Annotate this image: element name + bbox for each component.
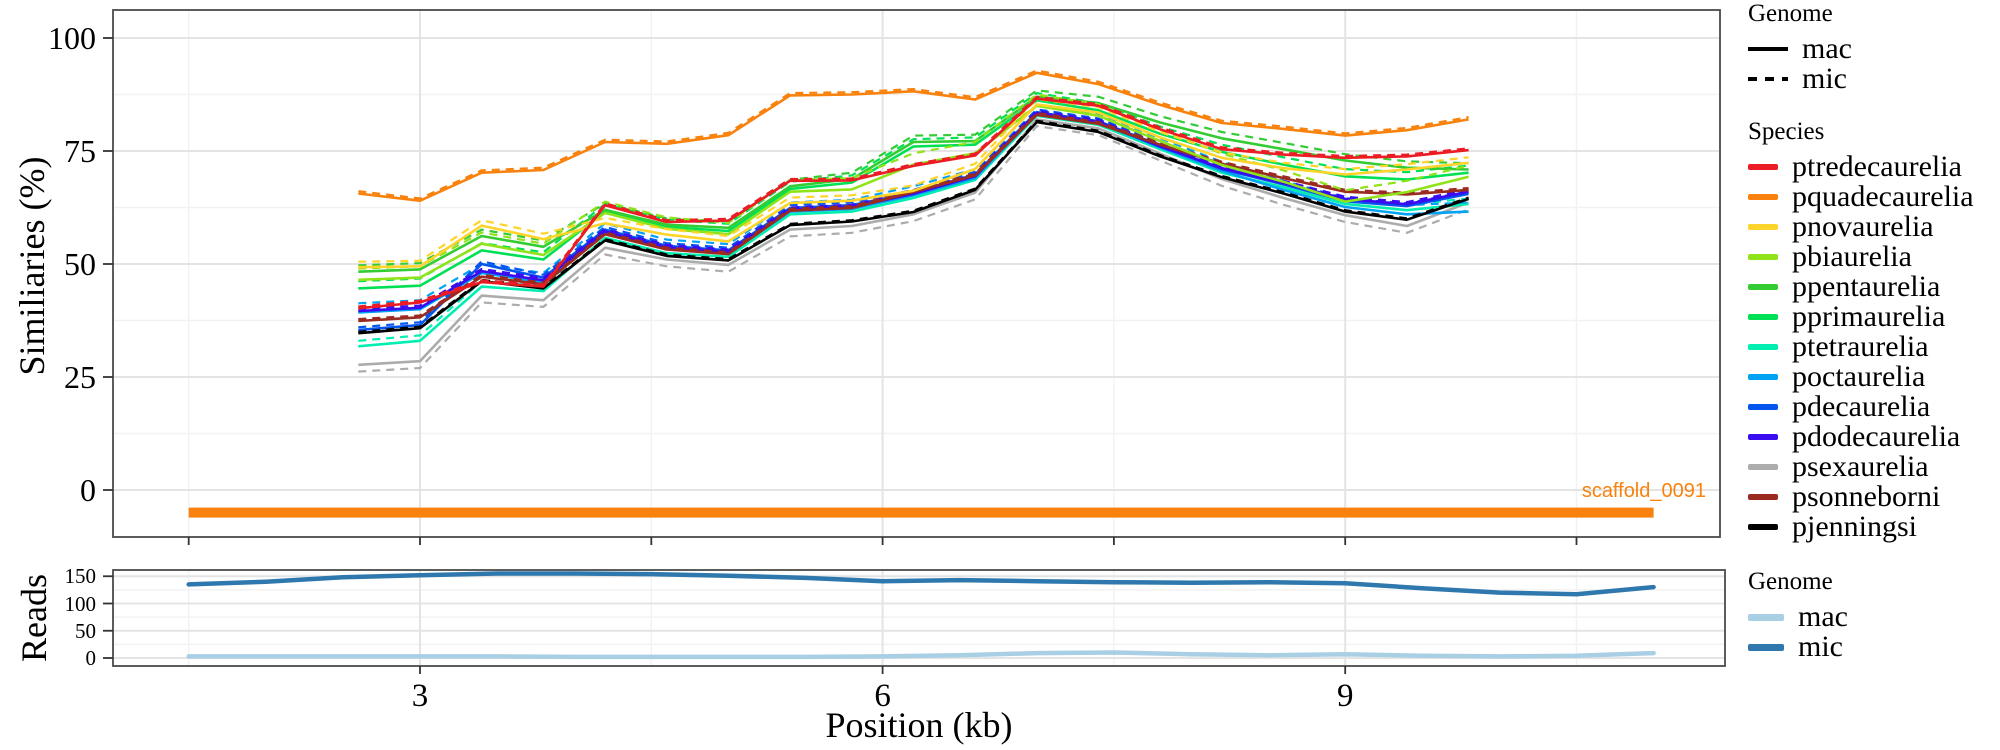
legend-species-item-ptredecaurelia-label: ptredecaurelia [1792,150,1962,183]
scaffold-bar [188,507,1654,518]
legend-species-item-pjenningsi-label: pjenningsi [1792,510,1917,543]
legend-species-item-pdodecaurelia: pdodecaurelia [1748,422,1998,452]
series-line-psexaurelia-mac [358,118,1470,367]
legend-species-item-pnovaurelia-key-icon [1748,224,1778,230]
legend-genome-item-mic: mic [1748,64,1998,94]
legend-species-item-pbiaurelia-label: pbiaurelia [1792,240,1912,273]
legend-species-item-ptetraurelia-key-icon [1748,344,1778,350]
legend-species-item-ptetraurelia-label: ptetraurelia [1792,330,1929,363]
series-line-pdodecaurelia-mac [358,111,1469,313]
legend-species-item-pnovaurelia: pnovaurelia [1748,212,1998,242]
legend-species-item-poctaurelia-label: poctaurelia [1792,360,1926,393]
series-line-pbiaurelia-mic [358,93,1469,270]
legend-species-item-pquadecaurelia: pquadecaurelia [1748,182,1998,212]
legend-reads-item-mac-key-icon [1748,613,1784,621]
legend-species-item-ptetraurelia: ptetraurelia [1748,332,1998,362]
legend-species-item-psexaurelia: psexaurelia [1748,452,1998,482]
reads-y-tick-label-150: 150 [64,564,97,589]
legend-genome-linetype: Genome mac mic [1748,0,1998,94]
legend-species-item-poctaurelia: poctaurelia [1748,362,1998,392]
legend-species-title: Species [1748,118,1825,145]
legend-species-item-ptredecaurelia: ptredecaurelia [1748,152,1998,182]
legend-reads-item-mac: mac [1748,602,1998,632]
legend-species-item-psonneborni-key-icon [1748,494,1778,500]
legend-genome-item-mac: mac [1748,34,1998,64]
legend-species-item-ppentaurelia-label: ppentaurelia [1792,270,1941,303]
legend-species-item-pprimaurelia: pprimaurelia [1748,302,1998,332]
series-line-pjenningsi-mac [358,120,1470,335]
legend-genome-item-mic-label: mic [1802,62,1847,95]
legend-species-item-psonneborni-label: psonneborni [1792,480,1941,513]
series-line-psexaurelia-mic [358,124,1469,373]
series-line-pprimaurelia-mac [358,99,1469,290]
legend-species-item-poctaurelia-key-icon [1748,374,1778,380]
similarity-y-tick-label-25: 25 [64,359,96,395]
legend-genome-title: Genome [1748,0,1833,27]
legend-genome-reads: Genome mac mic [1748,568,1998,662]
reads-panel-border [112,569,1726,667]
reads-y-tick-label-100: 100 [64,591,97,616]
legend-species-item-pbiaurelia: pbiaurelia [1748,242,1998,272]
legend-species-item-pquadecaurelia-label: pquadecaurelia [1792,180,1974,213]
series-line-psonneborni-mic [358,111,1469,321]
legend-species-item-ptredecaurelia-key-icon [1748,164,1778,170]
legend-species-item-pdecaurelia-label: pdecaurelia [1792,390,1931,423]
legend-species-item-pdodecaurelia-label: pdodecaurelia [1792,420,1961,453]
scaffold-label: scaffold_0091 [1582,480,1706,502]
series-line-ptredecaurelia-mac [358,97,1469,310]
series-line-ppentaurelia-mic [358,89,1469,267]
legend-species-item-pdodecaurelia-key-icon [1748,434,1778,440]
x-tick-label-9: 9 [1336,678,1354,714]
legend-species-item-pdecaurelia-key-icon [1748,404,1778,410]
y-axis-title-reads: Reads [14,574,54,662]
legend-species-item-pbiaurelia-key-icon [1748,254,1778,260]
similarity-y-tick-label-100: 100 [48,20,96,56]
legend-genome-item-mac-key-icon [1748,47,1788,51]
reads-line-mic [186,571,1656,597]
legend-species-item-pprimaurelia-key-icon [1748,314,1778,320]
series-line-pnovaurelia-mac [358,103,1469,269]
legend-reads-item-mic-key-icon [1748,643,1784,651]
legend-reads-item-mic-label: mic [1798,630,1843,663]
legend-genome-item-mac-label: mac [1802,32,1852,65]
series-line-ppentaurelia-mac [358,95,1469,273]
similarity-y-tick-label-0: 0 [80,472,96,508]
legend-species-item-psonneborni: psonneborni [1748,482,1998,512]
legend-species-item-pnovaurelia-label: pnovaurelia [1792,210,1934,243]
legend-species: Species ptredecaurelia pquadecaurelia pnov… [1748,118,1998,542]
legend-species-item-pprimaurelia-label: pprimaurelia [1792,300,1946,333]
x-tick-label-6: 6 [874,678,891,714]
similarity-panel-border [112,9,1721,538]
series-line-pdecaurelia-mac [358,110,1469,332]
legend-reads-item-mac-label: mac [1798,600,1848,633]
series-line-ptetraurelia-mic [358,109,1469,342]
similarity-y-tick-label-50: 50 [64,246,96,282]
legend-species-item-ppentaurelia-key-icon [1748,284,1778,290]
legend-reads-item-mic: mic [1748,632,1998,662]
x-axis-title: Position (kb) [825,705,1013,745]
legend-genome-item-mic-key-icon [1748,77,1788,81]
similarity-y-tick-label-75: 75 [64,133,96,169]
series-line-ptetraurelia-mac [358,114,1469,348]
legend-species-item-ppentaurelia: ppentaurelia [1748,272,1998,302]
series-line-pnovaurelia-mic [358,97,1469,263]
reads-y-tick-label-0: 0 [85,646,97,670]
legend-species-item-pdecaurelia: pdecaurelia [1748,392,1998,422]
series-line-pquadecaurelia-mac [358,71,1469,202]
x-tick-label-3: 3 [411,678,429,714]
series-line-ptredecaurelia-mic [358,95,1469,308]
reads-line-mac [186,650,1656,660]
legend-species-item-psexaurelia-label: psexaurelia [1792,450,1929,483]
series-line-pprimaurelia-mic [358,91,1469,283]
legend-reads-genome-title: Genome [1748,568,1833,595]
legend-species-item-pjenningsi: pjenningsi [1748,512,1998,542]
legend-species-item-psexaurelia-key-icon [1748,464,1778,470]
series-line-pquadecaurelia-mic [358,69,1469,200]
legend-species-item-pjenningsi-key-icon [1748,524,1778,530]
legend-species-item-pquadecaurelia-key-icon [1748,194,1778,200]
reads-y-tick-label-50: 50 [75,618,96,643]
